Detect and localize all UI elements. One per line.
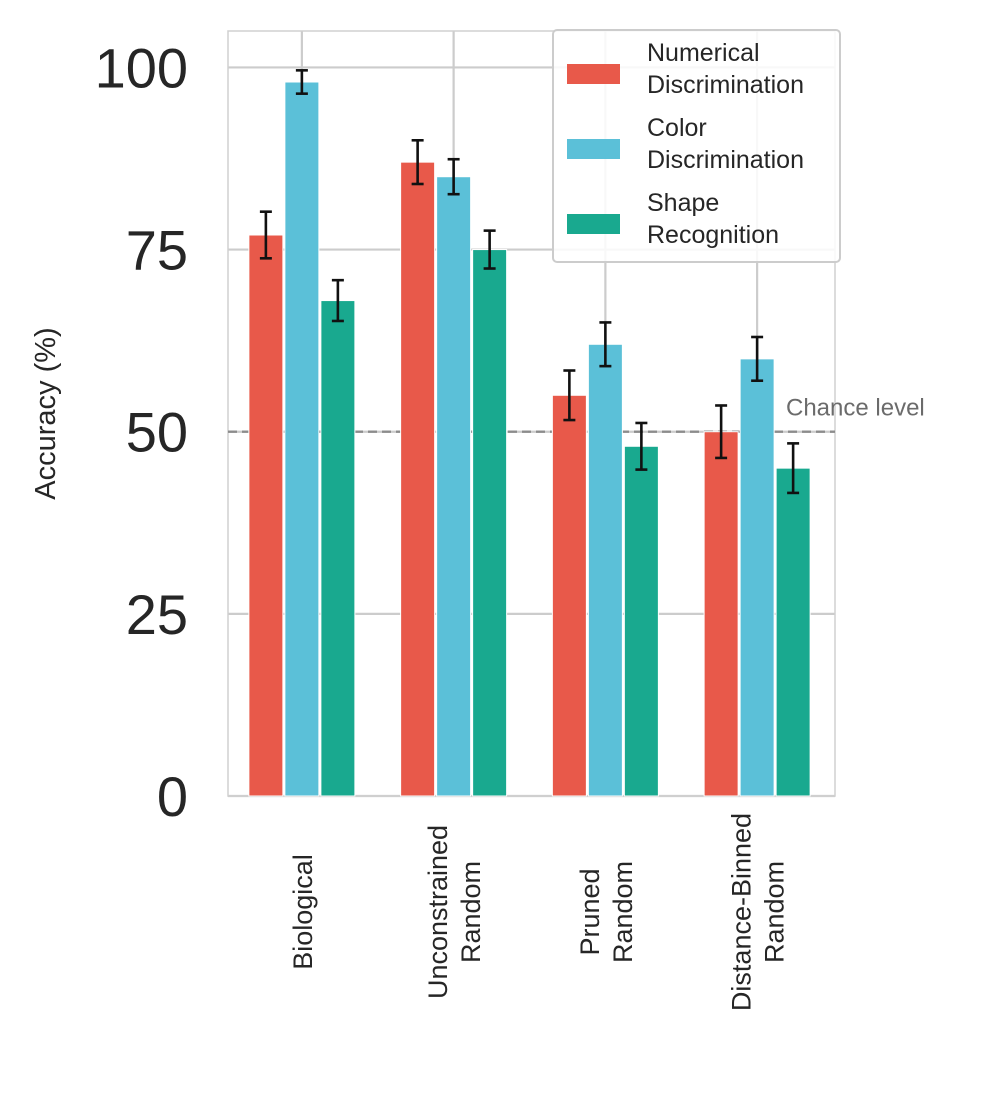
bar: [775, 467, 811, 797]
legend-box: [552, 29, 841, 263]
plot-frame: [227, 30, 836, 797]
x-tick-label: Pruned: [575, 868, 605, 955]
bar: [703, 431, 739, 797]
y-tick-label: 75: [126, 219, 188, 282]
legend-label: Recognition: [647, 221, 779, 249]
y-tick-label: 0: [157, 765, 188, 828]
chance-level-label: Chance level: [786, 395, 925, 422]
x-tick-label: Distance-Binned: [727, 813, 757, 1011]
bar: [320, 300, 356, 797]
legend-label: Shape: [647, 189, 719, 217]
legend-label: Color: [647, 114, 707, 142]
x-tick-label: Biological: [288, 854, 318, 970]
legend-swatch: [567, 64, 620, 84]
bar: [587, 343, 623, 797]
y-tick-label: 25: [126, 583, 188, 646]
bar: [248, 234, 284, 797]
legend-swatch: [567, 214, 620, 234]
bar: [400, 161, 436, 797]
bar: [551, 394, 587, 797]
y-tick-label: 100: [95, 36, 188, 99]
legend-swatch: [567, 139, 620, 159]
y-axis-label: Accuracy (%): [30, 327, 62, 499]
x-tick-label: Unconstrained: [423, 825, 453, 999]
legend-label: Discrimination: [647, 146, 804, 174]
bar: [284, 81, 320, 797]
x-tick-label: Random: [608, 861, 638, 963]
legend-label: Numerical: [647, 39, 760, 67]
bar: [623, 445, 659, 797]
bar: [739, 358, 775, 797]
x-tick-label: Random: [760, 861, 790, 963]
x-tick-label: Random: [456, 861, 486, 963]
y-tick-label: 50: [126, 401, 188, 464]
bar: [436, 176, 472, 797]
bar: [472, 249, 508, 797]
legend-label: Discrimination: [647, 71, 804, 99]
